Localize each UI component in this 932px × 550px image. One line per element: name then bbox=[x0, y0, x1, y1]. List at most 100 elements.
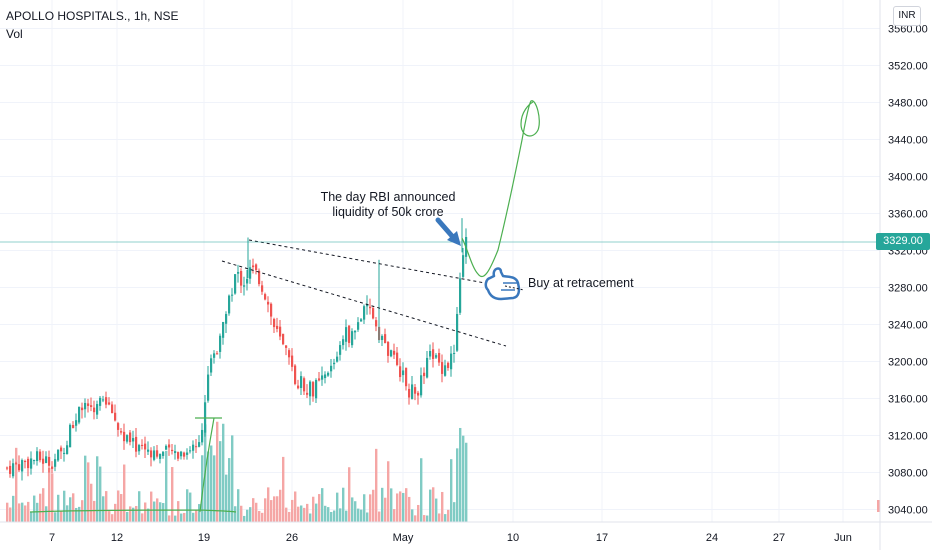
volume-bar bbox=[306, 503, 309, 522]
candle-body bbox=[333, 362, 336, 365]
y-tick-label: 3520.00 bbox=[888, 61, 928, 73]
volume-bar bbox=[120, 494, 123, 522]
candle-body bbox=[261, 285, 264, 292]
volume-bar bbox=[288, 511, 291, 522]
volume-bar bbox=[231, 435, 234, 522]
volume-bar bbox=[108, 511, 111, 522]
candle-body bbox=[354, 330, 357, 333]
candle-body bbox=[135, 436, 138, 452]
x-tick-label: Jun bbox=[834, 532, 852, 544]
volume-bar bbox=[330, 511, 333, 522]
candle-body bbox=[240, 270, 243, 286]
volume-bar bbox=[252, 498, 255, 522]
candle-body bbox=[372, 308, 375, 319]
candle-body bbox=[384, 334, 387, 344]
volume-bar bbox=[90, 483, 93, 522]
volume-bar bbox=[444, 514, 447, 522]
volume-bar bbox=[465, 442, 468, 522]
candle-body bbox=[276, 325, 279, 329]
volume-bar bbox=[261, 512, 264, 522]
candle-body bbox=[345, 327, 348, 342]
candle-body bbox=[288, 350, 291, 358]
volume-bar bbox=[372, 489, 375, 522]
rbi-annotation-line1: The day RBI announced bbox=[320, 190, 456, 204]
volume-bar bbox=[456, 448, 459, 522]
candle-body bbox=[327, 372, 330, 376]
volume-bar bbox=[135, 505, 138, 522]
volume-bar bbox=[381, 487, 384, 522]
candle-body bbox=[348, 325, 351, 343]
volume-label: Vol bbox=[6, 27, 23, 41]
candle-body bbox=[84, 402, 87, 410]
candle-body bbox=[282, 333, 285, 345]
volume-bar bbox=[174, 515, 177, 522]
volume-bar bbox=[273, 496, 276, 522]
candle-body bbox=[303, 378, 306, 392]
candle-body bbox=[51, 466, 54, 469]
volume-bar bbox=[282, 456, 285, 522]
candle-body bbox=[441, 362, 444, 374]
volume-bar bbox=[276, 496, 279, 522]
candle-body bbox=[246, 279, 249, 284]
volume-bar bbox=[18, 503, 21, 522]
candle-body bbox=[381, 335, 384, 340]
volume-bar bbox=[402, 492, 405, 522]
volume-bar bbox=[360, 509, 363, 522]
candle-body bbox=[177, 452, 180, 459]
volume-bar bbox=[408, 496, 411, 522]
volume-bar bbox=[447, 509, 450, 522]
currency-button[interactable]: INR bbox=[893, 6, 921, 26]
candle-body bbox=[72, 425, 75, 429]
volume-bar bbox=[96, 456, 99, 522]
candle-body bbox=[111, 404, 114, 414]
volume-bar bbox=[291, 499, 294, 522]
upper-trendline bbox=[248, 239, 519, 290]
rbi-annotation: The day RBI announced liquidity of 50k c… bbox=[320, 190, 456, 220]
candle-body bbox=[213, 353, 216, 358]
candle-body bbox=[426, 357, 429, 378]
candle-body bbox=[267, 301, 270, 305]
candle-body bbox=[237, 271, 240, 274]
candle-body bbox=[102, 399, 105, 401]
candle-body bbox=[444, 365, 447, 376]
volume-bar bbox=[387, 461, 390, 522]
candle-body bbox=[216, 353, 219, 355]
volume-bar bbox=[249, 507, 252, 522]
candle-body bbox=[405, 367, 408, 387]
candle-body bbox=[429, 350, 432, 357]
volume-bar bbox=[240, 505, 243, 522]
candle-body bbox=[45, 456, 48, 463]
volume-bar bbox=[144, 502, 147, 522]
volume-bar bbox=[348, 467, 351, 522]
volume-bar bbox=[363, 494, 366, 522]
candle-body bbox=[186, 452, 189, 455]
volume-bar bbox=[87, 462, 90, 522]
volume-bar bbox=[234, 506, 237, 522]
candle-body bbox=[339, 345, 342, 355]
volume-bar bbox=[165, 450, 168, 522]
x-tick-label: 26 bbox=[286, 532, 298, 544]
y-tick-label: 3240.00 bbox=[888, 320, 928, 332]
volume-bar bbox=[132, 507, 135, 522]
candle-body bbox=[243, 285, 246, 287]
candle-body bbox=[357, 322, 360, 330]
candle-body bbox=[324, 374, 327, 379]
volume-bar bbox=[201, 455, 204, 522]
y-tick-label: 3360.00 bbox=[888, 209, 928, 221]
volume-bar bbox=[258, 511, 261, 522]
y-tick-label: 3040.00 bbox=[888, 505, 928, 517]
candle-body bbox=[207, 374, 210, 401]
volume-bar bbox=[318, 494, 321, 522]
candle-body bbox=[93, 407, 96, 413]
candle-body bbox=[447, 362, 450, 368]
candle-body bbox=[285, 345, 288, 348]
candle-body bbox=[309, 381, 312, 397]
volume-bar bbox=[21, 502, 24, 522]
candle-body bbox=[18, 464, 21, 471]
volume-bar bbox=[150, 491, 153, 522]
candle-body bbox=[375, 320, 378, 327]
volume-bar bbox=[453, 502, 456, 522]
volume-bar bbox=[294, 491, 297, 522]
volume-bar bbox=[99, 466, 102, 522]
